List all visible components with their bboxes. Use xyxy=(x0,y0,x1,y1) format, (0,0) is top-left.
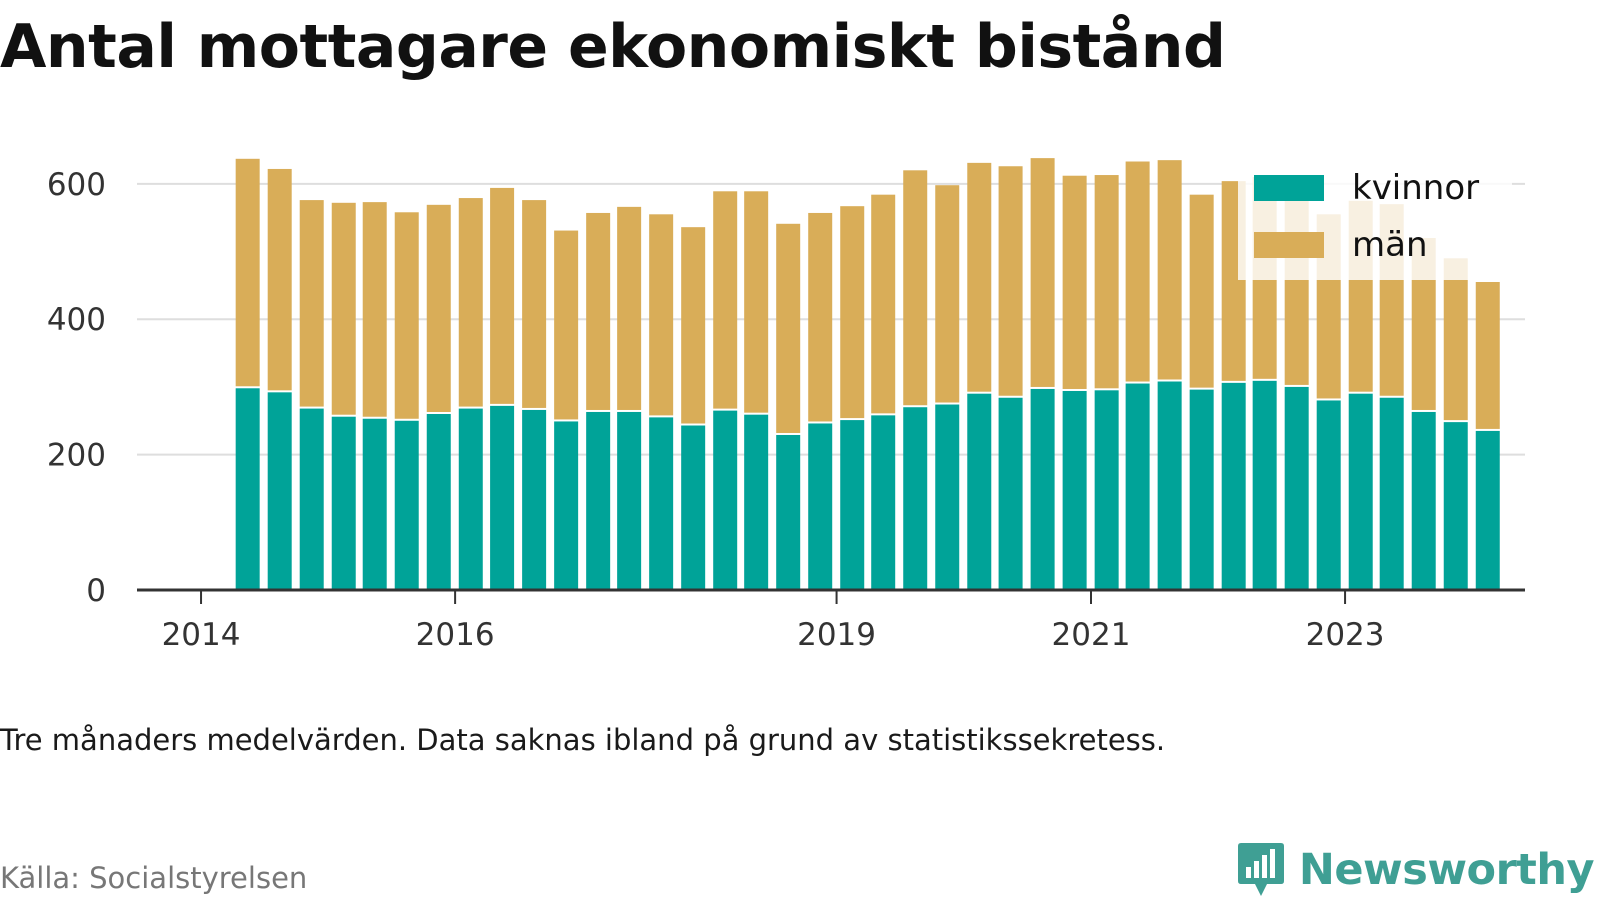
bar-kvinnor xyxy=(426,414,451,590)
bars xyxy=(235,158,1500,590)
bar-kvinnor xyxy=(935,404,960,590)
bar-män xyxy=(362,202,387,417)
x-tick-label: 2021 xyxy=(1052,617,1131,653)
brand-name: Newsworthy xyxy=(1298,845,1595,895)
bar-män xyxy=(649,214,674,416)
bar-kvinnor xyxy=(1189,389,1214,590)
legend-label-kvinnor: kvinnor xyxy=(1352,168,1479,208)
bar-kvinnor xyxy=(1379,397,1404,590)
bar-kvinnor xyxy=(1157,381,1182,590)
y-tick-label: 600 xyxy=(47,167,106,203)
bar-män xyxy=(458,198,483,407)
bar-män xyxy=(1030,158,1055,387)
x-tick-label: 2023 xyxy=(1306,617,1385,653)
bar-män xyxy=(522,200,547,408)
bar-kvinnor xyxy=(1411,411,1436,590)
bar-kvinnor xyxy=(871,415,896,590)
bar-män xyxy=(903,170,928,406)
bar-män xyxy=(1157,160,1182,380)
bar-män xyxy=(1125,161,1150,382)
bar-kvinnor xyxy=(903,407,928,590)
bar-kvinnor xyxy=(554,421,579,590)
chart-title: Antal mottagare ekonomiskt bistånd xyxy=(0,12,1226,82)
bar-män xyxy=(490,187,515,404)
bar-män xyxy=(235,158,260,387)
bar-kvinnor xyxy=(1252,380,1277,590)
bar-kvinnor xyxy=(1221,382,1246,590)
bar-kvinnor xyxy=(1443,422,1468,590)
bar-kvinnor xyxy=(299,408,324,590)
y-tick-label: 400 xyxy=(47,302,106,338)
legend-swatch-kvinnor xyxy=(1254,175,1324,201)
bar-män xyxy=(840,206,865,419)
bar-kvinnor xyxy=(1094,390,1119,590)
legend-swatch-män xyxy=(1254,232,1324,258)
bar-kvinnor xyxy=(1475,430,1500,590)
bar-kvinnor xyxy=(1348,393,1373,590)
y-tick-label: 0 xyxy=(86,573,106,609)
bar-män xyxy=(681,227,706,424)
bar-kvinnor xyxy=(1316,400,1341,590)
bar-kvinnor xyxy=(967,393,992,590)
bar-män xyxy=(331,202,356,415)
bar-män xyxy=(1094,175,1119,389)
bar-män xyxy=(267,168,292,391)
bar-män xyxy=(426,204,451,412)
bar-kvinnor xyxy=(713,410,738,590)
bar-män xyxy=(744,191,769,413)
bar-män xyxy=(586,212,611,410)
bar-män xyxy=(394,212,419,419)
bar-män xyxy=(808,212,833,422)
bar-män xyxy=(1189,194,1214,388)
chart-note: Tre månaders medelvärden. Data saknas ib… xyxy=(0,723,1166,757)
bar-kvinnor xyxy=(776,434,801,590)
legend: kvinnor män xyxy=(1238,160,1512,280)
bar-män xyxy=(935,185,960,403)
y-tick-label: 200 xyxy=(47,438,106,474)
bar-kvinnor xyxy=(522,409,547,590)
bar-kvinnor xyxy=(744,414,769,590)
bar-kvinnor xyxy=(681,425,706,590)
bar-kvinnor xyxy=(394,420,419,590)
bar-kvinnor xyxy=(617,411,642,590)
bar-chart-speech-bubble-icon xyxy=(1237,843,1284,896)
axes: 0 200 400 600 2014 2016 2019 2021 2023 xyxy=(47,167,1525,653)
bar-män xyxy=(1443,258,1468,421)
bar-män xyxy=(713,191,738,409)
x-tick-label: 2014 xyxy=(162,617,241,653)
bar-kvinnor xyxy=(840,420,865,590)
bar-män xyxy=(967,162,992,392)
bar-män xyxy=(1475,282,1500,429)
brand-logo: Newsworthy xyxy=(1237,840,1595,900)
bar-kvinnor xyxy=(490,405,515,590)
bar-kvinnor xyxy=(458,408,483,590)
legend-label-män: män xyxy=(1352,225,1428,265)
x-tick-label: 2016 xyxy=(416,617,495,653)
bar-män xyxy=(998,166,1023,396)
bar-kvinnor xyxy=(1125,383,1150,590)
bar-kvinnor xyxy=(808,423,833,590)
bar-kvinnor xyxy=(998,397,1023,590)
bar-män xyxy=(871,194,896,414)
x-tick-label: 2019 xyxy=(797,617,876,653)
bar-kvinnor xyxy=(649,417,674,590)
bar-kvinnor xyxy=(1284,386,1309,590)
bar-män xyxy=(554,230,579,420)
bar-kvinnor xyxy=(586,411,611,590)
bar-män xyxy=(776,223,801,433)
bar-kvinnor xyxy=(1030,388,1055,590)
bar-kvinnor xyxy=(267,392,292,590)
bar-män xyxy=(299,200,324,407)
chart-source: Källa: Socialstyrelsen xyxy=(0,861,308,895)
bar-kvinnor xyxy=(331,416,356,590)
bar-kvinnor xyxy=(362,418,387,590)
bar-kvinnor xyxy=(235,388,260,590)
bar-män xyxy=(617,206,642,410)
bar-kvinnor xyxy=(1062,390,1087,590)
bar-män xyxy=(1062,175,1087,389)
